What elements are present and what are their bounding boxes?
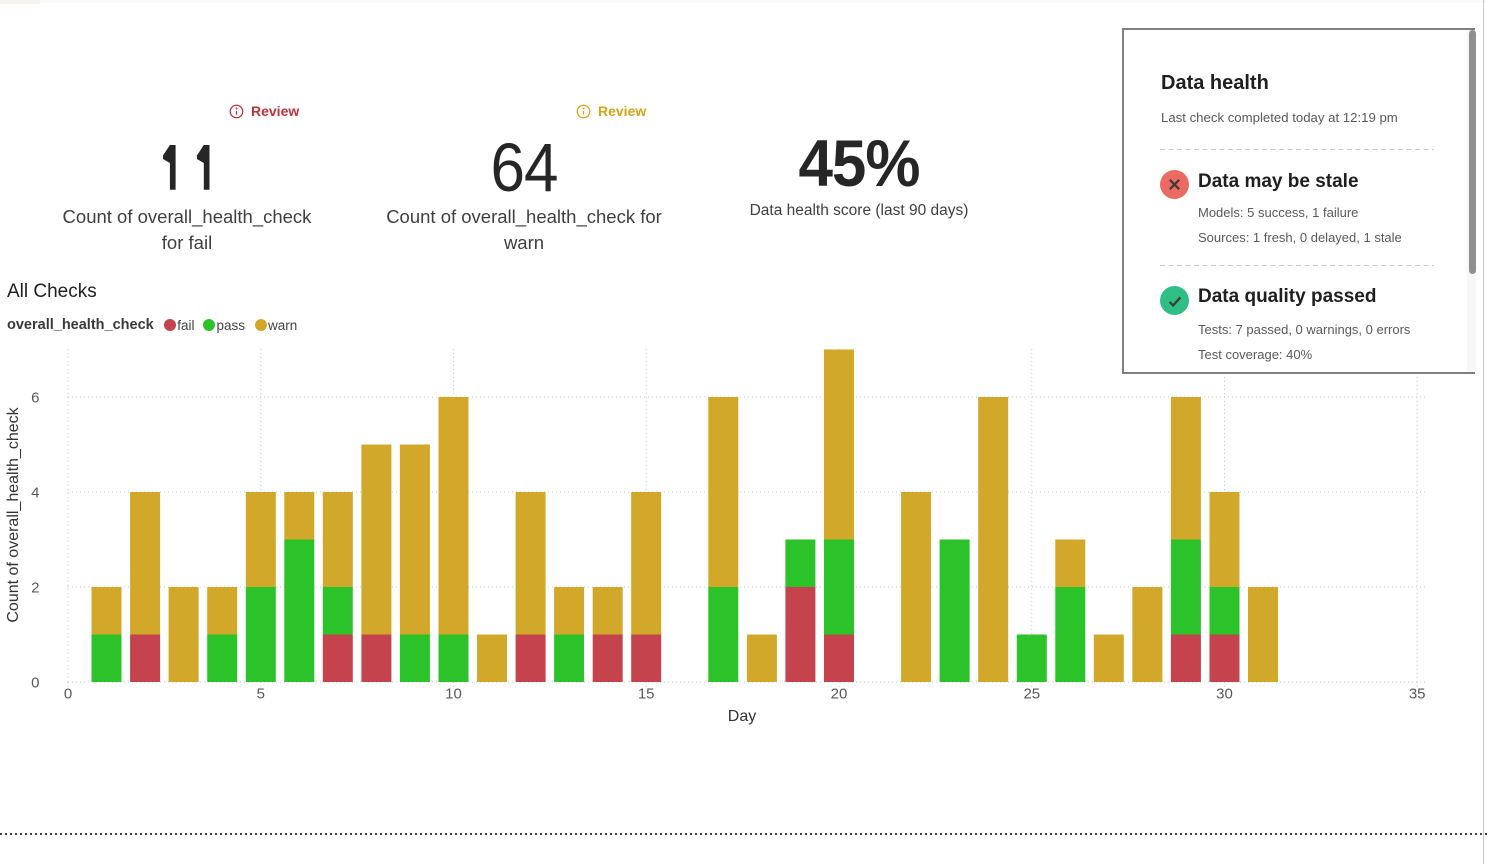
svg-text:30: 30 [1216,686,1233,703]
svg-text:10: 10 [445,686,462,703]
svg-text:Count of overall_health_check: Count of overall_health_check [5,406,22,622]
svg-text:25: 25 [1023,686,1040,703]
svg-text:4: 4 [31,485,39,502]
svg-text:15: 15 [638,686,655,703]
svg-text:Day: Day [728,708,756,725]
svg-text:5: 5 [257,686,265,703]
svg-text:20: 20 [831,686,848,703]
svg-text:6: 6 [31,390,39,407]
svg-text:2: 2 [31,580,39,597]
svg-text:0: 0 [64,686,72,703]
svg-text:35: 35 [1409,686,1426,703]
svg-text:0: 0 [31,675,39,692]
